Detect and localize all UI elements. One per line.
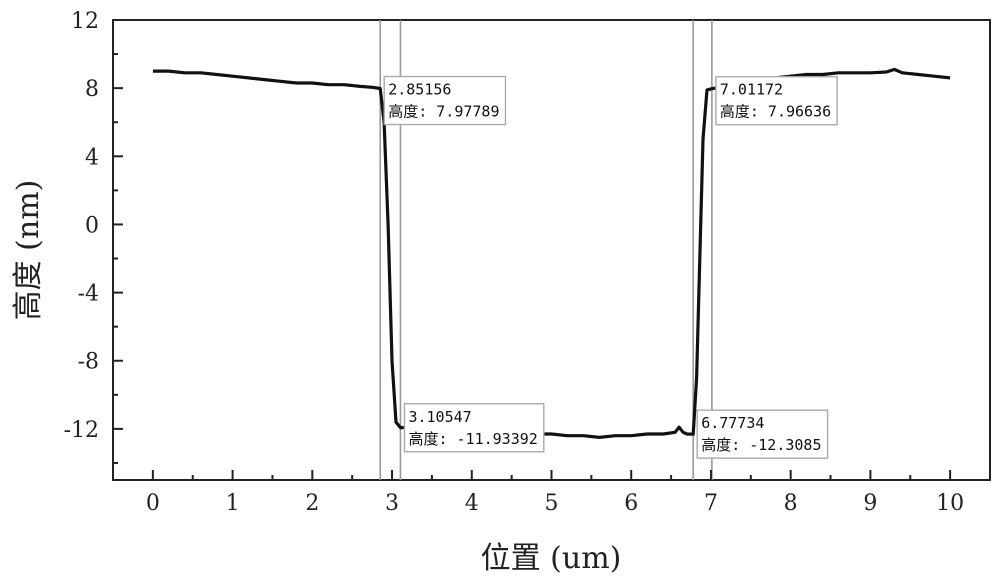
x-tick-label: 1 xyxy=(226,491,240,516)
annotation-x-value: 7.01172 xyxy=(720,81,783,99)
x-axis-title: 位置 (um) xyxy=(481,541,622,576)
x-tick-label: 9 xyxy=(863,491,877,516)
marker-annotation: 2.85156 高度: 7.97789 xyxy=(384,77,505,125)
marker-annotation: 7.01172 高度: 7.96636 xyxy=(716,77,837,125)
annotation-x-value: 3.10547 xyxy=(408,408,471,426)
plot-frame xyxy=(113,20,990,480)
annotation-height-value: 高度: 7.96636 xyxy=(720,103,831,121)
x-tick-label: 8 xyxy=(784,491,798,516)
y-axis-title: 高度 (nm) xyxy=(11,180,46,321)
x-tick-label: 0 xyxy=(146,491,160,516)
x-tick-label: 2 xyxy=(305,491,319,516)
y-tick-label: -4 xyxy=(78,282,99,307)
marker-annotation: 3.10547 高度: -11.93392 xyxy=(404,404,543,452)
y-tick-label: 0 xyxy=(85,213,99,238)
marker-annotation: 6.77734 高度: -12.3085 xyxy=(697,410,827,458)
annotation-x-value: 6.77734 xyxy=(701,414,764,432)
y-tick-label: 4 xyxy=(85,145,99,170)
annotation-height-value: 高度: 7.97789 xyxy=(388,103,499,121)
x-tick-label: 5 xyxy=(545,491,559,516)
y-tick-label: 12 xyxy=(71,9,99,34)
x-tick-label: 6 xyxy=(624,491,638,516)
x-tick-label: 7 xyxy=(704,491,718,516)
annotation-x-value: 2.85156 xyxy=(388,81,451,99)
y-tick-label: 8 xyxy=(85,77,99,102)
y-tick-label: -12 xyxy=(64,418,99,443)
x-tick-label: 4 xyxy=(465,491,479,516)
y-tick-label: -8 xyxy=(78,350,99,375)
annotation-height-value: 高度: -11.93392 xyxy=(408,430,537,448)
x-tick-label: 10 xyxy=(936,491,964,516)
x-tick-label: 3 xyxy=(385,491,399,516)
annotation-height-value: 高度: -12.3085 xyxy=(701,436,821,454)
